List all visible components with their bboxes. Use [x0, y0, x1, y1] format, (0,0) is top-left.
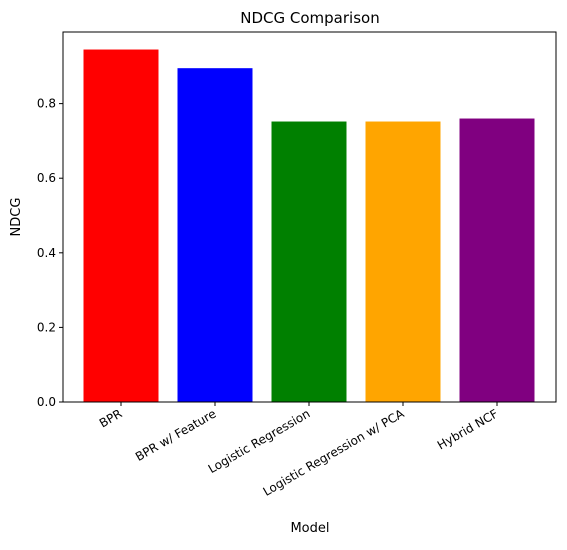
x-axis-label: Model	[290, 521, 329, 536]
bar-1	[177, 68, 253, 403]
y-tick-label-3: 0.6	[37, 171, 56, 185]
bar-0	[83, 49, 159, 402]
y-tick-label-4: 0.8	[37, 97, 56, 111]
x-tick-label-4: Hybrid NCF	[435, 406, 501, 452]
bar-3	[365, 121, 441, 403]
bar-4	[459, 118, 535, 402]
y-axis: 0.0 0.2 0.4 0.6 0.8	[37, 97, 63, 409]
y-tick-label-2: 0.4	[37, 246, 56, 260]
y-tick-label-0: 0.0	[37, 395, 56, 409]
y-tick-label-1: 0.2	[37, 320, 56, 334]
y-axis-label: NDCG	[9, 198, 24, 237]
chart-title: NDCG Comparison	[240, 9, 379, 27]
x-tick-label-0: BPR	[97, 406, 125, 430]
bars-group	[83, 49, 535, 403]
plot-frame	[62, 31, 557, 403]
bar-2	[271, 121, 347, 403]
x-tick-label-1: BPR w/ Feature	[133, 406, 218, 463]
